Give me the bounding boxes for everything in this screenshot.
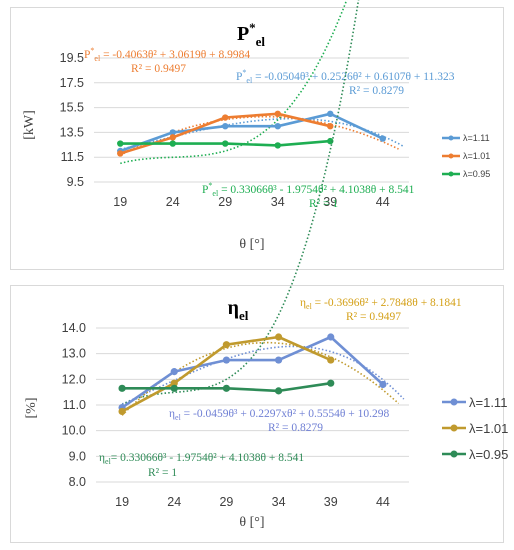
x-axis-label: θ [°] bbox=[239, 237, 264, 252]
data-point bbox=[327, 379, 335, 387]
y-tick-label: 17.5 bbox=[60, 76, 84, 90]
data-point bbox=[274, 333, 283, 341]
series-line bbox=[121, 335, 384, 409]
data-point bbox=[222, 123, 229, 130]
x-tick-label: 34 bbox=[271, 195, 285, 209]
x-tick-label: 29 bbox=[218, 195, 232, 209]
legend-label: λ=1.01 bbox=[463, 151, 490, 161]
x-tick-label: 44 bbox=[376, 195, 390, 209]
data-point bbox=[274, 356, 283, 364]
data-point bbox=[222, 114, 229, 121]
r-squared-label: R² = 0.9497 bbox=[131, 63, 186, 75]
data-point bbox=[169, 140, 176, 147]
y-axis-label: [kW] bbox=[22, 110, 37, 140]
data-point bbox=[169, 134, 176, 141]
y-tick-label: 8.0 bbox=[69, 475, 86, 489]
x-tick-label: 19 bbox=[115, 495, 129, 509]
x-tick-label: 19 bbox=[113, 195, 127, 209]
chart-panel-power: 19.5 17.5 15.5 13.5 11.5 9.5 19 24 29 34 39 44 [kW] θ… bbox=[10, 0, 504, 270]
x-tick-label: 44 bbox=[376, 495, 390, 509]
trendline bbox=[119, 115, 399, 157]
y-axis-label: [%] bbox=[24, 398, 39, 419]
legend-marker bbox=[448, 153, 454, 159]
x-tick-label: 29 bbox=[219, 495, 233, 509]
y-tick-label: 9.5 bbox=[67, 175, 84, 189]
y-tick-label: 13.0 bbox=[62, 347, 86, 361]
r-squared-label: R² = 1 bbox=[309, 198, 338, 210]
trendline-equation: P*el = -0.4063θ² + 3.0619θ + 8.9984 bbox=[84, 46, 250, 63]
legend-label: λ=1.11 bbox=[463, 133, 490, 143]
legend-marker bbox=[450, 398, 458, 406]
legend-marker bbox=[450, 424, 458, 432]
y-tick-label: 15.5 bbox=[60, 101, 84, 115]
x-tick-label: 39 bbox=[324, 495, 338, 509]
x-tick-label: 39 bbox=[323, 195, 337, 209]
r-squared-label: R² = 0.9497 bbox=[346, 311, 401, 323]
legend-marker bbox=[450, 450, 458, 458]
data-point bbox=[169, 129, 176, 136]
chart-panel-efficiency: 14.0 13.0 12.0 11.0 10.0 9.0 8.0 19 24 29 34 39 44 [%… bbox=[10, 0, 508, 543]
data-point bbox=[327, 123, 334, 130]
data-point bbox=[117, 140, 124, 147]
data-point bbox=[222, 140, 229, 147]
trendline-equation: ηel= 0.33066θ³ - 1.9754θ² + 4.1038θ + 8.… bbox=[99, 452, 304, 466]
legend-marker bbox=[448, 171, 454, 177]
x-tick-label: 24 bbox=[166, 195, 180, 209]
trendline-equation: ηel = -0.3696θ² + 2.7848θ + 8.1841 bbox=[300, 297, 462, 311]
data-point bbox=[170, 384, 178, 392]
data-point bbox=[222, 384, 231, 392]
y-tick-label: 12.0 bbox=[62, 372, 86, 386]
r-squared-label: R² = 0.8279 bbox=[349, 85, 404, 97]
data-point bbox=[327, 333, 335, 341]
trendline bbox=[121, 0, 360, 406]
trendline-equation: ηel = -0.0459θ³ + 0.2297xθ² + 0.5554θ + … bbox=[169, 408, 389, 422]
data-point bbox=[118, 384, 126, 392]
data-point bbox=[170, 368, 178, 376]
efficiency-chart: 14.0 13.0 12.0 11.0 10.0 9.0 8.0 19 24 29 34 39 44 [%… bbox=[24, 0, 508, 530]
y-tick-label: 13.5 bbox=[60, 125, 84, 139]
y-tick-label: 10.0 bbox=[62, 424, 86, 438]
y-tick-label: 9.0 bbox=[69, 449, 86, 463]
data-point bbox=[222, 356, 231, 364]
data-point bbox=[379, 380, 387, 389]
legend-label: λ=0.95 bbox=[469, 447, 508, 462]
trendline bbox=[121, 345, 405, 405]
x-axis-label: θ [°] bbox=[239, 515, 264, 530]
data-point bbox=[274, 387, 283, 395]
y-tick-label: 11.0 bbox=[63, 398, 86, 412]
trendline-equation: P*el = 0.33066θ³ - 1.9754θ² + 4.1038θ + … bbox=[202, 181, 415, 198]
data-point bbox=[118, 407, 126, 416]
r-squared-label: R² = 0.8279 bbox=[268, 422, 323, 434]
legend-label: λ=0.95 bbox=[463, 169, 490, 179]
y-tick-label: 19.5 bbox=[60, 51, 84, 65]
chart-title: P*el bbox=[237, 20, 265, 49]
power-chart: 19.5 17.5 15.5 13.5 11.5 9.5 19 24 29 34 39 44 [kW] θ… bbox=[22, 0, 490, 252]
legend-label: λ=1.01 bbox=[469, 421, 508, 436]
data-point bbox=[274, 123, 281, 130]
data-point bbox=[379, 135, 386, 142]
chart-title: ηel bbox=[228, 297, 249, 323]
y-tick-label: 11.5 bbox=[61, 150, 84, 164]
data-point bbox=[327, 356, 335, 364]
r-squared-label: R² = 1 bbox=[148, 467, 177, 479]
y-tick-label: 14.0 bbox=[62, 321, 86, 335]
x-tick-label: 24 bbox=[167, 495, 181, 509]
data-point bbox=[274, 110, 281, 118]
data-point bbox=[327, 137, 334, 145]
x-tick-label: 34 bbox=[272, 495, 286, 509]
legend-label: λ=1.11 bbox=[469, 395, 507, 410]
data-point bbox=[274, 142, 281, 149]
data-point bbox=[117, 150, 124, 157]
trendline-equation: P*el = -0.0504θ³ + 0.2526θ² + 0.6107θ + … bbox=[236, 68, 455, 85]
data-point bbox=[222, 341, 231, 349]
data-point bbox=[170, 379, 178, 387]
legend-marker bbox=[448, 135, 454, 141]
data-point bbox=[327, 110, 334, 118]
series-line bbox=[119, 112, 384, 153]
